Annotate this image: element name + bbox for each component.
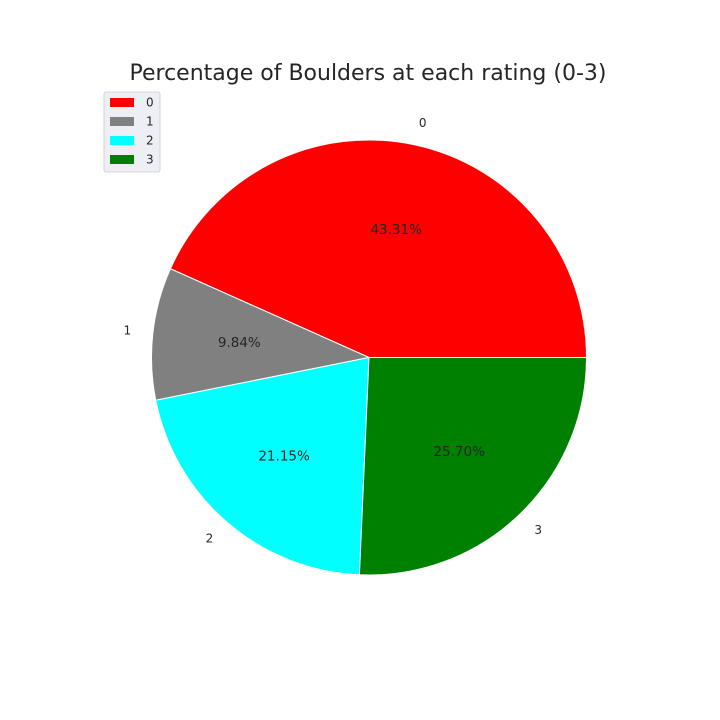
percent-label-0: 43.31% — [370, 222, 422, 238]
chart-title: Percentage of Boulders at each rating (0… — [130, 61, 607, 86]
legend-label-2: 2 — [146, 134, 154, 148]
legend-swatch-1 — [110, 117, 134, 126]
slice-label-2: 2 — [206, 532, 214, 546]
pie-slice-0 — [169, 139, 587, 358]
legend-frame — [103, 91, 161, 173]
slice-label-1: 1 — [124, 323, 132, 337]
percent-label-2: 21.15% — [258, 449, 310, 465]
category-labels: 0 1 2 3 — [124, 116, 542, 546]
legend-label-1: 1 — [146, 115, 154, 129]
legend-swatch-0 — [110, 98, 134, 107]
legend-label-0: 0 — [146, 96, 154, 110]
legend-label-3: 3 — [146, 153, 154, 167]
pie-slice-1 — [151, 268, 370, 401]
percent-label-1: 9.84% — [218, 335, 261, 351]
pie-slices — [151, 139, 587, 576]
legend-swatch-3 — [110, 155, 134, 164]
slice-label-0: 0 — [419, 116, 427, 130]
slice-label-3: 3 — [534, 523, 542, 537]
pie-slice-3 — [358, 357, 587, 576]
percent-labels: 43.31% 9.84% 21.15% 25.70% — [218, 222, 485, 465]
legend: 0 1 2 3 — [103, 91, 161, 173]
percent-label-3: 25.70% — [433, 444, 485, 460]
pie-slice-2 — [155, 357, 370, 576]
legend-swatch-2 — [110, 136, 134, 145]
